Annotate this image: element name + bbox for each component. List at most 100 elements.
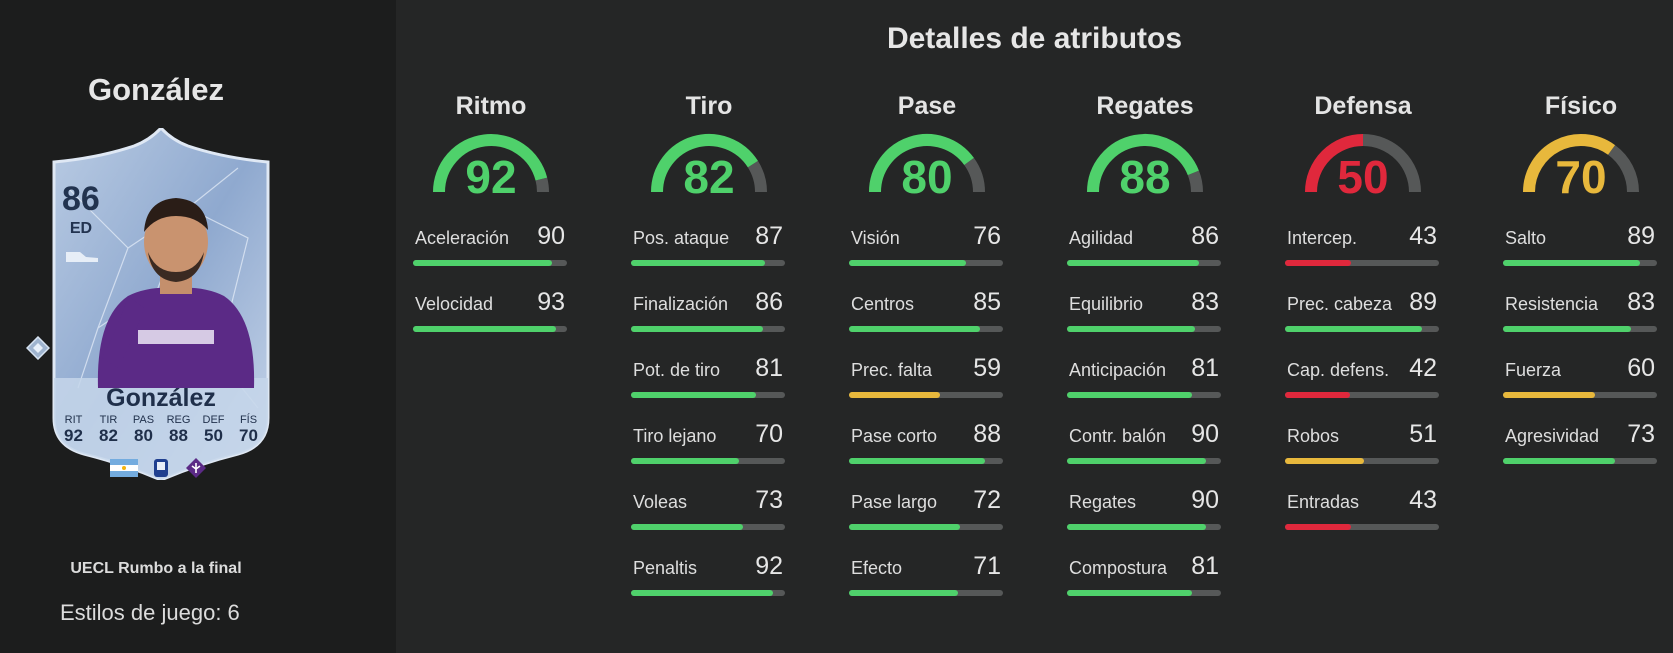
attribute-name: Centros	[851, 294, 915, 314]
category-gauge: 92	[426, 128, 556, 206]
card-stat-value: 92	[64, 426, 83, 445]
attribute-bar-fill	[631, 524, 744, 530]
attribute-value: 60	[1627, 354, 1655, 382]
card-name: González	[106, 384, 216, 412]
attribute-bar-fill	[1067, 326, 1195, 332]
attribute-bar	[1503, 260, 1657, 266]
attribute-value: 83	[1191, 288, 1219, 316]
gauge-fill	[1305, 134, 1364, 193]
category-gauge: 70	[1516, 128, 1646, 206]
card-stat-value: 80	[134, 426, 153, 445]
attribute-bar-fill	[1503, 458, 1616, 464]
attribute-value: 81	[1191, 354, 1219, 382]
attribute-name: Agresividad	[1505, 426, 1600, 446]
attribute-bar-fill	[1067, 524, 1206, 530]
attribute-value: 42	[1409, 354, 1437, 382]
category-gauge: 80	[862, 128, 992, 206]
category-name: Tiro	[685, 92, 733, 120]
card-stat-label: TIR	[99, 414, 118, 426]
attribute-name: Efecto	[851, 558, 903, 578]
attribute-row: Visión 76	[849, 220, 1005, 286]
category-gauge: 50	[1298, 128, 1428, 206]
attribute-bar-fill	[849, 392, 940, 398]
attribute-bar-fill	[1503, 392, 1596, 398]
gauge-fill	[433, 134, 548, 193]
attribute-bar	[1067, 458, 1221, 464]
attribute-row: Tiro lejano 70	[631, 418, 787, 484]
attribute-bar-fill	[1285, 392, 1350, 398]
attribute-bar	[1067, 524, 1221, 530]
card-stat-label: FÍS	[239, 414, 258, 426]
gauge-arc	[651, 134, 767, 193]
attribute-bar	[849, 524, 1003, 530]
attribute-bar-fill	[1503, 326, 1631, 332]
attribute-row: Agilidad 86	[1067, 220, 1223, 286]
attribute-bar	[631, 458, 785, 464]
attribute-value: 43	[1409, 486, 1437, 514]
category-column: Regates 88 Agilidad 86 Equilibrio 83 Anticipac…	[1067, 92, 1223, 616]
gauge-arc	[1523, 134, 1639, 193]
attribute-bar-fill	[849, 458, 985, 464]
gauge-track	[1187, 170, 1203, 193]
attribute-list: Intercep. 43 Prec. cabeza 89 Cap. defens. 42 R…	[1285, 220, 1441, 550]
attribute-bar-fill	[1503, 260, 1641, 266]
attribute-name: Pos. ataque	[633, 228, 730, 248]
category-rating: 92	[465, 151, 517, 203]
attribute-row: Compostura 81	[1067, 550, 1223, 616]
attribute-bar	[1285, 260, 1439, 266]
attribute-bar	[849, 326, 1003, 332]
attribute-bar	[413, 260, 567, 266]
category-rating: 70	[1555, 151, 1607, 203]
attribute-bar	[1285, 458, 1439, 464]
attribute-value: 89	[1627, 222, 1655, 250]
attribute-bar-fill	[631, 392, 756, 398]
attribute-row: Resistencia 83	[1503, 286, 1659, 352]
card-stat-label: DEF	[202, 414, 225, 426]
attribute-bar	[413, 326, 567, 332]
card-stat: TIR 82	[91, 414, 126, 446]
evolution-diamond-icon	[26, 336, 50, 360]
attribute-bar	[1067, 326, 1221, 332]
attribute-value: 73	[1627, 420, 1655, 448]
attribute-row: Aceleración 90	[413, 220, 569, 286]
category-rating: 88	[1119, 151, 1171, 203]
attribute-row: Pase corto 88	[849, 418, 1005, 484]
player-card[interactable]: 86 ED González RIT 92 TIR 82 PAS 80 REG 88 D…	[38, 128, 284, 480]
attribute-bar-fill	[1067, 458, 1206, 464]
attribute-value: 51	[1409, 420, 1437, 448]
card-stat-value: 82	[99, 426, 118, 445]
attribute-row: Agresividad 73	[1503, 418, 1659, 484]
attribute-name: Velocidad	[415, 294, 494, 314]
gauge-track	[1607, 145, 1639, 193]
attribute-bar-fill	[1067, 590, 1192, 596]
attribute-list: Aceleración 90 Velocidad 93	[413, 220, 569, 352]
card-stat-value: 70	[239, 426, 258, 445]
gauge-arc	[869, 134, 985, 193]
attribute-bar	[631, 392, 785, 398]
attribute-bar-fill	[1067, 392, 1192, 398]
attribute-row: Entradas 43	[1285, 484, 1441, 550]
attribute-name: Penaltis	[633, 558, 698, 578]
attribute-value: 93	[537, 288, 565, 316]
attribute-bar-fill	[413, 260, 552, 266]
attribute-row: Efecto 71	[849, 550, 1005, 616]
attribute-value: 90	[537, 222, 565, 250]
card-stat: REG 88	[161, 414, 196, 446]
attribute-value: 89	[1409, 288, 1437, 316]
category-column: Tiro 82 Pos. ataque 87 Finalización 86 Pot. de…	[631, 92, 787, 616]
attribute-bar	[849, 260, 1003, 266]
attribute-name: Salto	[1505, 228, 1547, 248]
attribute-row: Cap. defens. 42	[1285, 352, 1441, 418]
gauge-track	[1362, 134, 1421, 193]
attribute-value: 90	[1191, 486, 1219, 514]
category-column: Defensa 50 Intercep. 43 Prec. cabeza 89 Cap. d…	[1285, 92, 1441, 550]
attribute-list: Visión 76 Centros 85 Prec. falta 59 Pase corto…	[849, 220, 1005, 616]
attribute-value: 90	[1191, 420, 1219, 448]
attribute-value: 92	[755, 552, 783, 580]
attribute-value: 59	[973, 354, 1001, 382]
attribute-bar-fill	[1285, 260, 1352, 266]
attribute-bar	[1067, 260, 1221, 266]
attribute-bar-fill	[631, 590, 773, 596]
attribute-value: 81	[1191, 552, 1219, 580]
player-photo	[88, 168, 264, 393]
